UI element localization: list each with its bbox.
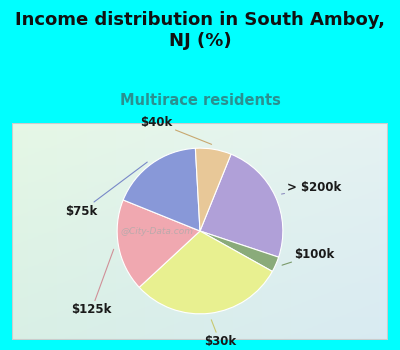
Wedge shape xyxy=(117,200,200,287)
Wedge shape xyxy=(139,231,272,314)
Text: $75k: $75k xyxy=(66,162,147,218)
Wedge shape xyxy=(123,148,200,231)
Wedge shape xyxy=(200,231,279,271)
Text: Multirace residents: Multirace residents xyxy=(120,93,280,108)
Text: Income distribution in South Amboy,
NJ (%): Income distribution in South Amboy, NJ (… xyxy=(15,11,385,50)
Text: $100k: $100k xyxy=(282,248,334,265)
Text: > $200k: > $200k xyxy=(282,181,342,194)
Wedge shape xyxy=(195,148,231,231)
Text: $40k: $40k xyxy=(140,116,212,144)
Wedge shape xyxy=(200,154,283,257)
Text: $30k: $30k xyxy=(204,320,236,348)
Text: $125k: $125k xyxy=(71,249,114,316)
Text: @City-Data.com: @City-Data.com xyxy=(120,226,193,236)
